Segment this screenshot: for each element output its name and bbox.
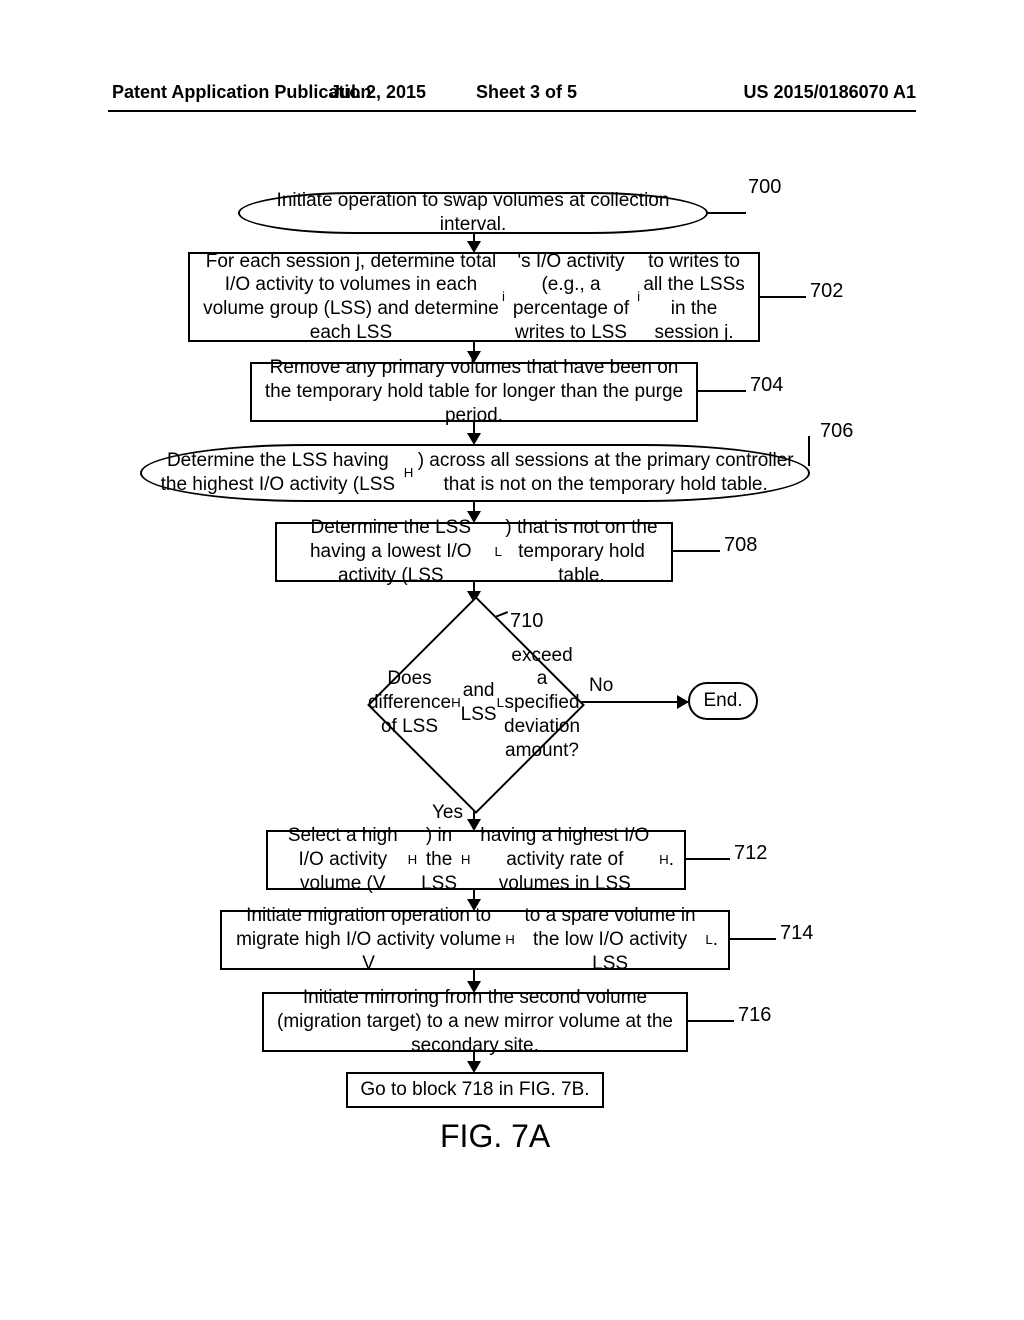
reference-number: 702: [810, 280, 843, 303]
flow-process: Determine the LSS having a lowest I/O ac…: [275, 522, 673, 582]
reference-number: 700: [748, 176, 781, 199]
reference-number: 708: [724, 534, 757, 557]
flow-decision: Does difference of LSSH and LSSL exceed …: [369, 598, 579, 808]
reference-number: 716: [738, 1004, 771, 1027]
reference-number: 704: [750, 374, 783, 397]
page: Patent Application Publication Jul. 2, 2…: [0, 0, 1024, 1320]
header-date: Jul. 2, 2015: [330, 82, 426, 103]
reference-number: 712: [734, 842, 767, 865]
leader-line: [808, 436, 810, 466]
figure-caption: FIG. 7A: [440, 1118, 550, 1155]
flow-process: Select a high I/O activity volume (VH) i…: [266, 830, 686, 890]
flow-process: For each session j, determine total I/O …: [188, 252, 760, 342]
leader-line: [686, 858, 730, 860]
leader-line: [730, 938, 776, 940]
decision-no-label: No: [589, 675, 613, 697]
flow-process: Remove any primary volumes that have bee…: [250, 362, 698, 422]
leader-line: [673, 550, 720, 552]
flow-terminator: Initiate operation to swap volumes at co…: [238, 192, 708, 234]
leader-line: [698, 390, 746, 392]
flow-end: End.: [688, 682, 758, 720]
header-pubnum: US 2015/0186070 A1: [744, 82, 916, 103]
leader-line: [688, 1020, 734, 1022]
reference-number: 710: [510, 610, 543, 633]
leader-line: [760, 296, 806, 298]
header-rule: [108, 110, 916, 112]
flow-arrow: [576, 701, 688, 703]
header-sheet: Sheet 3 of 5: [476, 82, 577, 103]
flow-process: Go to block 718 in FIG. 7B.: [346, 1072, 604, 1108]
leader-line: [708, 212, 746, 214]
decision-yes-label: Yes: [432, 802, 463, 824]
flow-process: Initiate mirroring from the second volum…: [262, 992, 688, 1052]
reference-number: 714: [780, 922, 813, 945]
flow-terminator: Determine the LSS having the highest I/O…: [140, 444, 810, 502]
flow-process: Initiate migration operation to migrate …: [220, 910, 730, 970]
reference-number: 706: [820, 420, 853, 443]
flow-decision-text: Does difference of LSSH and LSSL exceed …: [369, 598, 579, 808]
